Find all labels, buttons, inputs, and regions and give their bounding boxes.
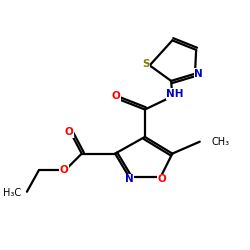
Text: S: S [142, 59, 150, 69]
Text: O: O [60, 165, 68, 175]
Text: O: O [157, 174, 166, 184]
Text: CH₃: CH₃ [212, 137, 230, 147]
Text: N: N [194, 69, 203, 79]
Text: NH: NH [166, 89, 184, 99]
Text: O: O [112, 92, 121, 102]
Text: N: N [124, 174, 133, 184]
Text: O: O [64, 127, 73, 137]
Text: H₃C: H₃C [3, 188, 21, 198]
